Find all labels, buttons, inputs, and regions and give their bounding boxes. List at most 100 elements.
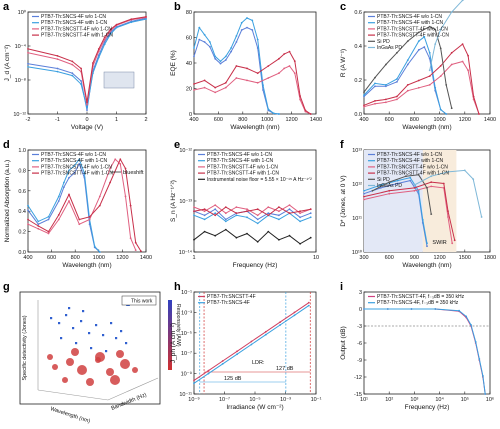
data-point [388, 189, 391, 192]
data-point [450, 107, 453, 110]
data-point [80, 80, 82, 82]
data-point [299, 210, 301, 213]
data-point [193, 379, 195, 382]
data-point [115, 23, 118, 26]
legend-entry: PTB7-Th:SNCSTT-4F, f₋₃dB = 350 kHz [377, 294, 465, 300]
scatter-point [80, 320, 83, 323]
data-point [214, 214, 217, 217]
scatter-point [72, 327, 75, 330]
data-point [235, 77, 238, 79]
data-point [93, 245, 96, 248]
series-line [193, 208, 311, 221]
data-point [363, 198, 365, 201]
data-point [478, 358, 481, 360]
data-point [207, 369, 210, 372]
series-line [27, 18, 147, 108]
data-point [109, 28, 112, 31]
data-point [417, 173, 420, 176]
data-point [461, 0, 464, 2]
data-point [307, 304, 310, 307]
data-point [235, 206, 238, 209]
data-point [385, 84, 387, 86]
axis-floor [37, 377, 159, 401]
data-point [86, 101, 88, 104]
data-point [426, 242, 428, 245]
legend-entry: PTB7-Th:SNCSTT-4F w/o 1-CN [207, 164, 278, 170]
data-point [47, 232, 50, 235]
data-point [461, 43, 464, 45]
data-point [209, 45, 211, 48]
data-point [445, 113, 448, 115]
y-axis-label: J_d (A cm⁻²) [4, 45, 11, 82]
data-point [109, 167, 111, 170]
data-point [450, 51, 453, 54]
data-point [467, 54, 469, 57]
panel-label-c: c [340, 1, 346, 13]
data-point [193, 238, 195, 241]
data-point [145, 15, 147, 18]
x-tick-label: 400 [189, 117, 198, 123]
data-point [235, 35, 238, 37]
data-point [203, 210, 206, 213]
data-point [293, 311, 296, 314]
data-point [467, 69, 469, 72]
x-tick-label: 1400 [310, 117, 322, 123]
data-point [221, 363, 224, 365]
data-point [451, 242, 454, 245]
data-point [363, 195, 365, 198]
data-point [145, 18, 147, 20]
data-point [278, 218, 280, 221]
y-tick-label: 10⁻¹³ [179, 199, 192, 205]
x-tick-label: 300 [359, 255, 368, 261]
data-point [272, 112, 275, 115]
x-tick-label: 1500 [459, 255, 471, 261]
x-tick-label: 1200 [433, 255, 445, 261]
x-tick-label: 2 [144, 117, 147, 123]
data-point [465, 315, 468, 318]
scatter-point [95, 324, 98, 327]
data-point [278, 57, 280, 60]
y-tick-label: 60 [186, 36, 192, 42]
data-point [470, 324, 472, 326]
data-point [47, 230, 50, 233]
annotation-ldr: LDR: [252, 360, 265, 366]
data-point [98, 251, 101, 253]
x-tick-label: 800 [71, 255, 80, 261]
panel-i: 10¹ 10² 10³ 10⁴ 10⁵ 10⁶ -15 -12 -9 -6 -3 0 3 Frequenc… [340, 290, 494, 411]
x-tick-label: 1400 [484, 117, 496, 123]
y-tick-label: 3 [359, 290, 362, 296]
x-axis-label: Wavelength (nm) [402, 262, 451, 269]
data-point [251, 29, 254, 31]
x-tick-label: 800 [410, 117, 419, 123]
x-tick-label: 1200 [116, 255, 128, 261]
data-point [283, 67, 286, 70]
data-point [224, 228, 227, 231]
data-point [235, 212, 238, 215]
data-point [262, 84, 264, 87]
data-point [193, 47, 195, 49]
data-point [379, 184, 382, 186]
data-point [235, 65, 238, 67]
data-point [56, 58, 59, 60]
scatter-point [50, 317, 53, 320]
data-point [224, 218, 227, 221]
data-point [98, 204, 101, 207]
axis3d-label-x: Wavelength (nm) [49, 406, 91, 425]
legend-box [121, 295, 157, 306]
data-point [203, 79, 206, 82]
data-point [256, 218, 259, 221]
data-point [236, 350, 239, 353]
y-tick-label: 10⁻¹² [13, 112, 26, 118]
legend-entry: Si PD [377, 39, 390, 45]
y-tick-label: 10⁻⁸ [15, 77, 26, 84]
data-point [439, 65, 442, 67]
y-tick-label: 10¹³ [352, 148, 362, 154]
data-point [224, 220, 227, 223]
y-tick-label: 10⁻⁴ [15, 43, 27, 50]
data-point [92, 62, 94, 64]
panel-label-h: h [174, 281, 181, 293]
data-point [417, 79, 420, 82]
data-point [426, 245, 428, 248]
data-point [73, 172, 76, 175]
y-tick-label: 10⁻⁷ [181, 350, 192, 357]
